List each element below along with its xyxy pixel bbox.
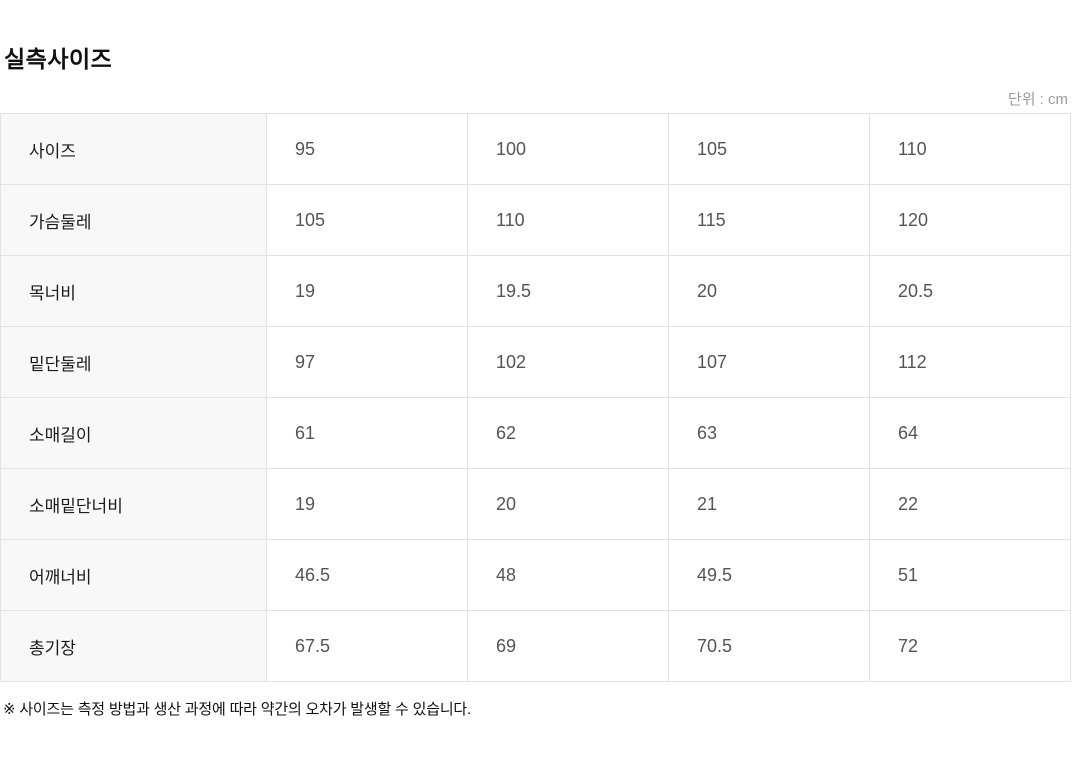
- size-value: 100: [467, 113, 669, 185]
- size-value: 19: [266, 255, 468, 327]
- table-row: 가슴둘레 105 110 115 120: [0, 184, 1071, 256]
- size-value: 120: [869, 184, 1071, 256]
- size-value: 110: [869, 113, 1071, 185]
- size-value: 46.5: [266, 539, 468, 611]
- size-value: 72: [869, 610, 1071, 682]
- row-label: 어깨너비: [0, 539, 267, 611]
- table-row: 총기장 67.5 69 70.5 72: [0, 610, 1071, 682]
- table-row: 밑단둘레 97 102 107 112: [0, 326, 1071, 398]
- size-value: 102: [467, 326, 669, 398]
- size-value: 63: [668, 397, 870, 469]
- size-value: 110: [467, 184, 669, 256]
- row-label: 총기장: [0, 610, 267, 682]
- size-value: 21: [668, 468, 870, 540]
- row-label: 소매길이: [0, 397, 267, 469]
- row-label: 소매밑단너비: [0, 468, 267, 540]
- size-value: 67.5: [266, 610, 468, 682]
- size-value: 19.5: [467, 255, 669, 327]
- size-value: 69: [467, 610, 669, 682]
- size-value: 105: [266, 184, 468, 256]
- row-label: 가슴둘레: [0, 184, 267, 256]
- table-row: 목너비 19 19.5 20 20.5: [0, 255, 1071, 327]
- size-value: 105: [668, 113, 870, 185]
- size-value: 64: [869, 397, 1071, 469]
- size-value: 51: [869, 539, 1071, 611]
- row-label: 밑단둘레: [0, 326, 267, 398]
- page-title: 실측사이즈: [4, 46, 113, 72]
- size-value: 97: [266, 326, 468, 398]
- unit-label: 단위 : cm: [1007, 91, 1068, 108]
- size-value: 20.5: [869, 255, 1071, 327]
- row-label: 사이즈: [0, 113, 267, 185]
- size-value: 20: [668, 255, 870, 327]
- size-value: 115: [668, 184, 870, 256]
- size-value: 61: [266, 397, 468, 469]
- size-table-body: 사이즈 95 100 105 110 가슴둘레 105 110 115 120 …: [0, 113, 1071, 682]
- size-value: 70.5: [668, 610, 870, 682]
- table-row: 어깨너비 46.5 48 49.5 51: [0, 539, 1071, 611]
- size-value: 95: [266, 113, 468, 185]
- size-value: 107: [668, 326, 870, 398]
- size-value: 22: [869, 468, 1071, 540]
- row-label: 목너비: [0, 255, 267, 327]
- table-row: 소매길이 61 62 63 64: [0, 397, 1071, 469]
- size-measurement-table: 사이즈 95 100 105 110 가슴둘레 105 110 115 120 …: [0, 113, 1071, 682]
- size-value: 62: [467, 397, 669, 469]
- size-disclaimer-note: ※ 사이즈는 측정 방법과 생산 과정에 따라 약간의 오차가 발생할 수 있습…: [3, 701, 471, 718]
- table-row: 소매밑단너비 19 20 21 22: [0, 468, 1071, 540]
- size-value: 112: [869, 326, 1071, 398]
- table-row: 사이즈 95 100 105 110: [0, 113, 1071, 185]
- size-value: 19: [266, 468, 468, 540]
- size-value: 49.5: [668, 539, 870, 611]
- size-value: 20: [467, 468, 669, 540]
- size-value: 48: [467, 539, 669, 611]
